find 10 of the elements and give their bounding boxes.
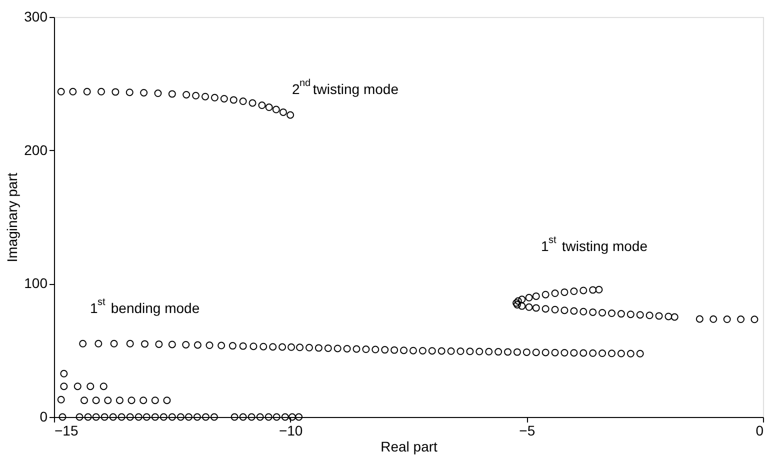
y-tick-label: 200	[24, 142, 48, 158]
y-tick-label: 0	[40, 408, 48, 424]
x-tick-label: −5	[519, 422, 536, 438]
x-axis-title: Real part	[380, 438, 438, 454]
x-tick-label: −15	[54, 422, 78, 438]
y-tick-label: 100	[24, 275, 48, 292]
y-axis-title: Imaginary part	[4, 172, 20, 262]
y-tick-label: 300	[24, 8, 48, 24]
x-tick-label: 0	[756, 422, 764, 438]
x-tick-label: −10	[278, 422, 303, 438]
